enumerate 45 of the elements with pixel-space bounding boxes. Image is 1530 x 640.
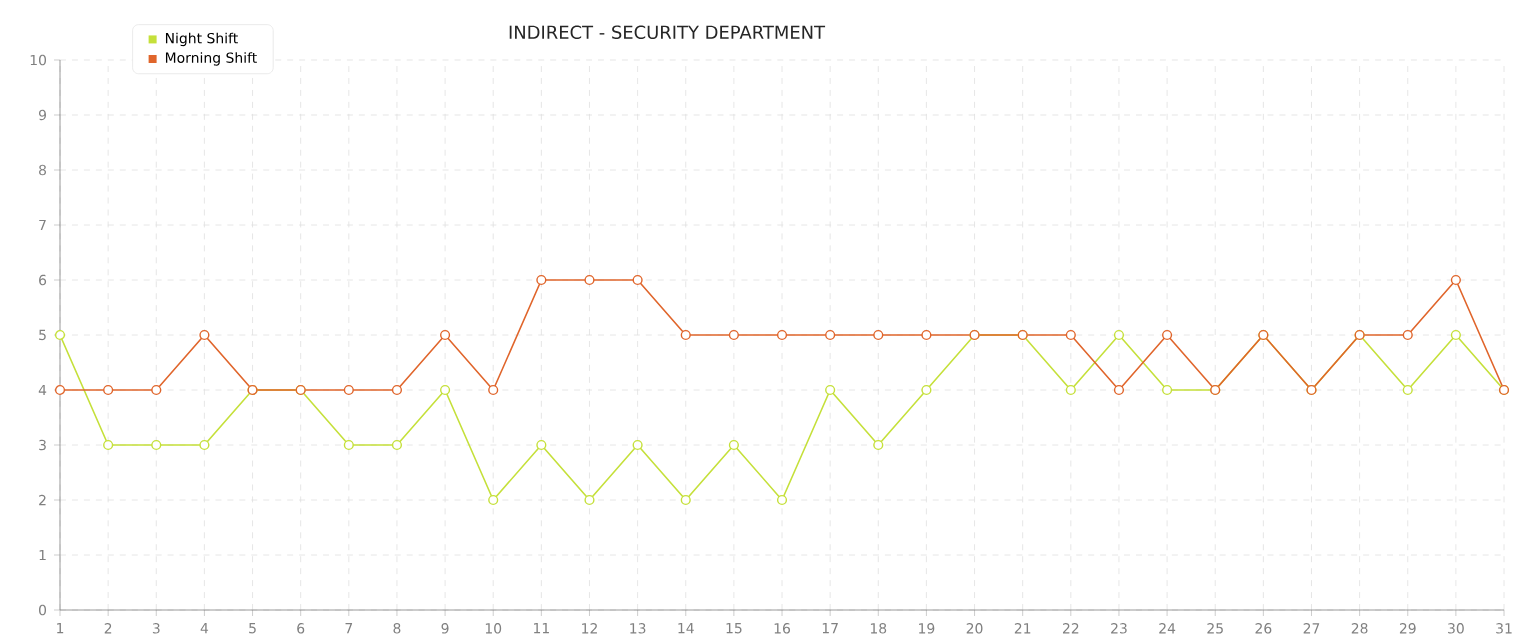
point	[584, 494, 595, 506]
point	[391, 439, 403, 451]
point	[728, 439, 739, 451]
point	[680, 329, 691, 341]
point	[632, 274, 643, 286]
point	[536, 274, 547, 286]
point	[440, 329, 451, 341]
point	[873, 329, 884, 341]
point	[921, 329, 932, 341]
point	[776, 494, 788, 506]
point	[199, 439, 210, 451]
point	[921, 384, 932, 396]
point	[54, 329, 66, 341]
point	[1065, 329, 1076, 341]
point	[103, 384, 114, 396]
point	[1065, 384, 1076, 396]
point	[825, 384, 836, 396]
point	[343, 384, 354, 396]
point	[1162, 329, 1173, 341]
point	[1162, 384, 1173, 396]
point	[825, 329, 836, 341]
point	[391, 384, 403, 396]
point	[776, 329, 788, 341]
point	[1450, 329, 1461, 341]
point	[1402, 384, 1413, 396]
point	[873, 439, 884, 451]
point	[488, 384, 499, 396]
point	[151, 384, 162, 396]
point	[151, 439, 162, 451]
point	[440, 384, 451, 396]
chart-title: INDIRECT - SECURITY DEPARTMENT	[509, 25, 826, 39]
point	[488, 494, 499, 506]
point	[1113, 384, 1125, 396]
point	[1450, 274, 1461, 286]
point	[1113, 329, 1125, 341]
point	[343, 439, 354, 451]
point	[632, 439, 643, 451]
point	[1402, 329, 1413, 341]
point	[584, 274, 595, 286]
point	[199, 329, 210, 341]
point	[103, 439, 114, 451]
point	[54, 384, 66, 396]
point	[536, 439, 547, 451]
point	[728, 329, 739, 341]
point	[680, 494, 691, 506]
